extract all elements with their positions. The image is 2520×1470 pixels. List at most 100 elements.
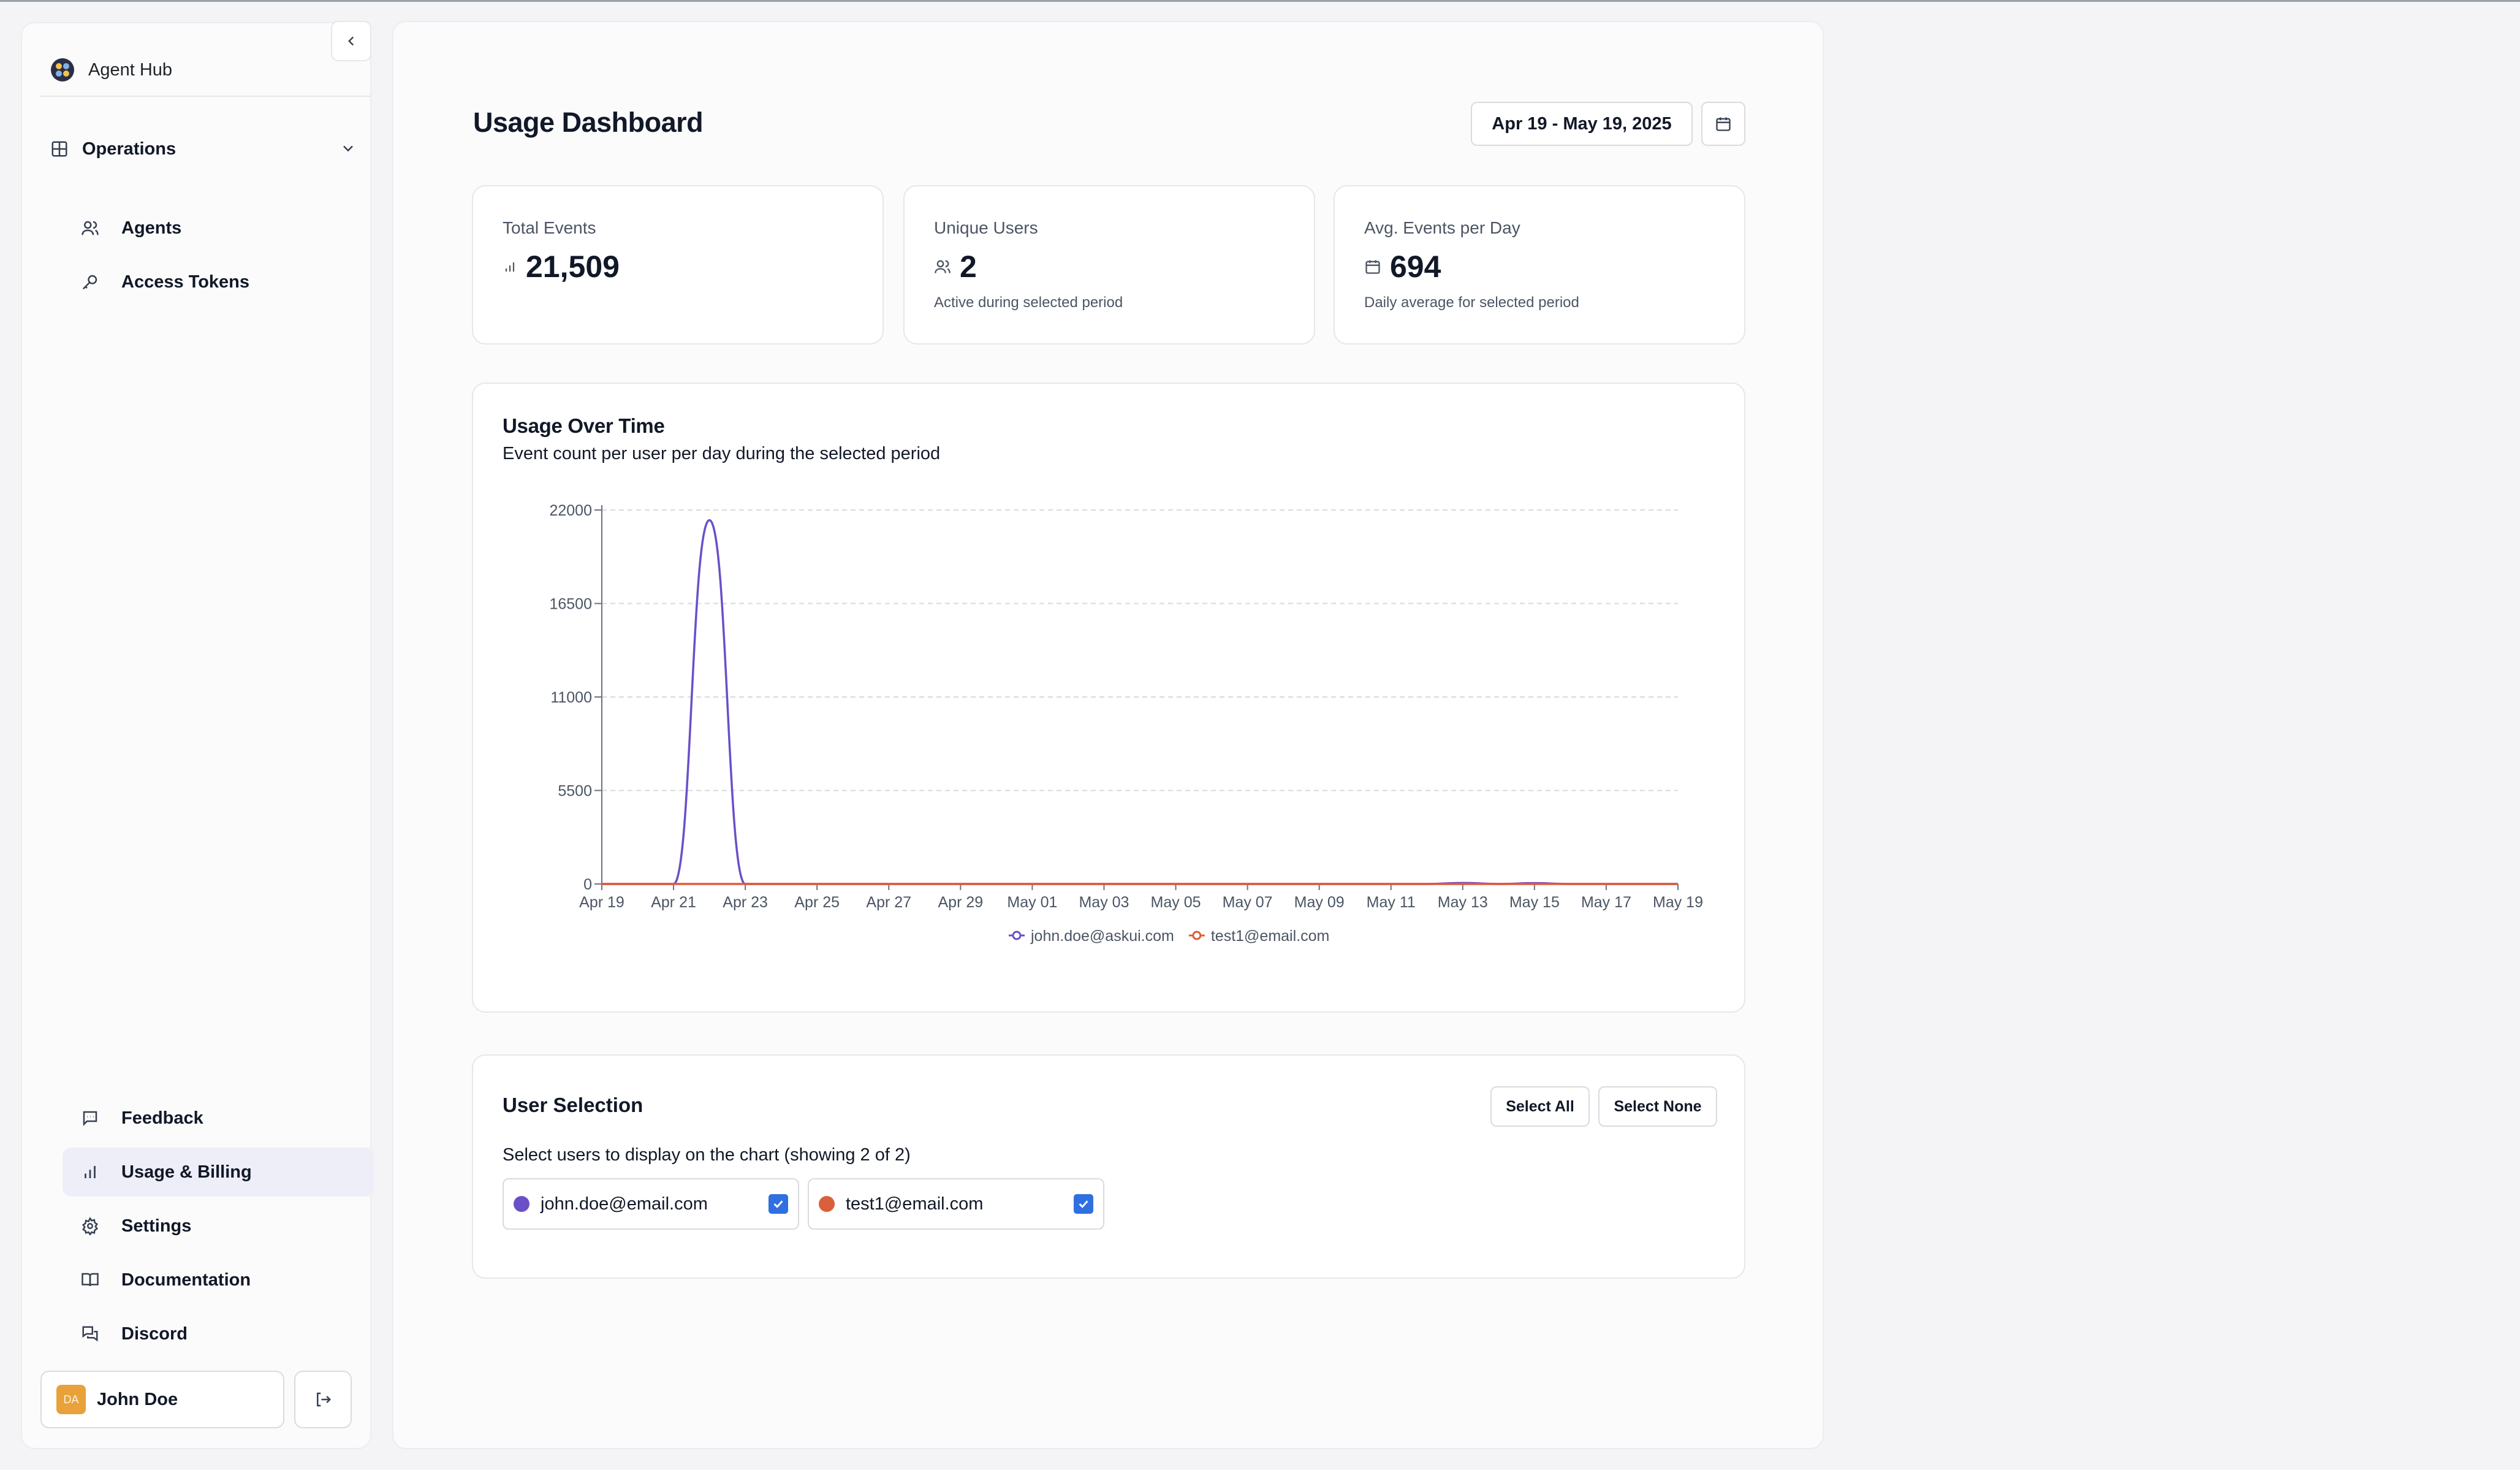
- stat-card-avg-events: Avg. Events per Day 694 Daily average fo…: [1334, 185, 1745, 345]
- x-tick-label: May 07: [1223, 894, 1273, 911]
- x-tick-label: May 13: [1438, 894, 1488, 911]
- brand[interactable]: Agent Hub: [50, 53, 172, 87]
- x-tick-label: May 01: [1007, 894, 1057, 911]
- calendar-button[interactable]: [1701, 102, 1745, 146]
- check-icon: [773, 1200, 783, 1208]
- x-tick-label: Apr 23: [723, 894, 768, 911]
- x-tick-label: Apr 19: [579, 894, 624, 911]
- stat-value: 694: [1390, 249, 1441, 284]
- chart-title: Usage Over Time: [503, 414, 665, 437]
- user-profile-button[interactable]: DA John Doe: [40, 1371, 284, 1428]
- stat-card-total-events: Total Events 21,509: [472, 185, 884, 345]
- legend-label: john.doe@askui.com: [1030, 927, 1174, 945]
- user-selection-card: User Selection Select All Select None Se…: [472, 1054, 1745, 1279]
- sidebar-item-label: Access Tokens: [121, 272, 250, 292]
- user-color-dot: [514, 1196, 529, 1212]
- sidebar: Agent Hub Operations Agents Access Token…: [21, 22, 374, 1449]
- x-tick-label: Apr 29: [938, 894, 983, 911]
- app-name: Agent Hub: [88, 59, 173, 80]
- user-checkbox[interactable]: [769, 1194, 788, 1214]
- sidebar-item-settings[interactable]: Settings: [63, 1202, 374, 1251]
- sidebar-item-label: Agents: [121, 218, 182, 238]
- stat-note: Active during selected period: [934, 294, 1123, 311]
- sidebar-item-label: Settings: [121, 1216, 192, 1236]
- select-all-button[interactable]: Select All: [1490, 1086, 1590, 1127]
- workspace-label: Operations: [82, 139, 176, 159]
- legend-marker-dot: [1192, 931, 1202, 940]
- sidebar-item-discord[interactable]: Discord: [63, 1309, 374, 1358]
- gear-icon: [63, 1217, 121, 1235]
- chat-icon: [63, 1325, 121, 1343]
- user-checkbox[interactable]: [1074, 1194, 1093, 1214]
- sidebar-item-agents[interactable]: Agents: [63, 204, 374, 253]
- x-tick-label: Apr 21: [651, 894, 696, 911]
- series-line-john: [602, 519, 1678, 885]
- window-top-border: [0, 0, 2520, 2]
- sidebar-item-access-tokens[interactable]: Access Tokens: [63, 257, 374, 307]
- y-tick-label: 16500: [549, 596, 592, 613]
- x-tick-label: May 03: [1079, 894, 1129, 911]
- y-tick-label: 11000: [550, 689, 592, 706]
- date-range-button[interactable]: Apr 19 - May 19, 2025: [1471, 102, 1693, 146]
- user-option-john[interactable]: john.doe@email.com: [503, 1178, 799, 1230]
- x-tick-label: May 17: [1581, 894, 1631, 911]
- page-title: Usage Dashboard: [473, 107, 704, 138]
- app-logo-icon: [51, 58, 74, 82]
- sidebar-item-usage-billing[interactable]: Usage & Billing: [63, 1148, 374, 1197]
- sidebar-item-documentation[interactable]: Documentation: [63, 1255, 374, 1304]
- x-tick-label: May 11: [1367, 894, 1416, 911]
- sidebar-item-label: Usage & Billing: [121, 1162, 252, 1182]
- check-icon: [1079, 1200, 1088, 1208]
- chevron-down-icon: [340, 140, 357, 160]
- main-panel: Usage Dashboard Apr 19 - May 19, 2025 To…: [392, 21, 1824, 1449]
- x-tick-label: May 15: [1509, 894, 1560, 911]
- user-email: test1@email.com: [846, 1194, 984, 1214]
- logout-icon: [317, 1392, 332, 1407]
- stat-title: Avg. Events per Day: [1364, 218, 1520, 237]
- select-none-button[interactable]: Select None: [1598, 1086, 1717, 1127]
- chart-subtitle: Event count per user per day during the …: [503, 444, 941, 463]
- bar-chart-icon: [505, 262, 515, 272]
- x-tick-label: Apr 27: [866, 894, 911, 911]
- book-icon: [63, 1271, 121, 1289]
- collapse-sidebar-button[interactable]: [331, 21, 371, 61]
- grid-icon: [50, 140, 75, 158]
- stat-card-unique-users: Unique Users 2 Active during selected pe…: [903, 185, 1315, 345]
- key-icon: [63, 273, 121, 291]
- calendar-icon: [1716, 117, 1731, 131]
- usage-line-chart: 0 5500 11000 16500 22000 Apr 19 Apr 21 Apr 23 Ap…: [549, 502, 1703, 945]
- user-email: john.doe@email.com: [541, 1194, 708, 1214]
- users-icon: [935, 260, 951, 273]
- legend-label: test1@email.com: [1211, 927, 1330, 945]
- x-tick-label: Apr 25: [794, 894, 840, 911]
- workspace-select[interactable]: Operations: [50, 129, 369, 169]
- section-title: User Selection: [503, 1094, 643, 1116]
- stat-title: Unique Users: [934, 218, 1038, 237]
- chevron-left-icon: [348, 36, 354, 46]
- legend-marker-dot: [1012, 931, 1022, 940]
- x-tick-label: May 09: [1294, 894, 1345, 911]
- x-tick-label: May 19: [1653, 894, 1703, 911]
- user-color-dot: [819, 1196, 835, 1212]
- stat-value: 2: [960, 249, 977, 284]
- sidebar-item-feedback[interactable]: Feedback: [63, 1094, 374, 1143]
- divider: [40, 96, 371, 97]
- y-tick-label: 5500: [558, 783, 592, 800]
- selection-description: Select users to display on the chart (sh…: [503, 1145, 911, 1165]
- usage-chart-card: Usage Over Time Event count per user per…: [472, 383, 1745, 1013]
- sidebar-item-label: Discord: [121, 1323, 188, 1344]
- user-option-test1[interactable]: test1@email.com: [808, 1178, 1104, 1230]
- avatar: DA: [56, 1385, 86, 1414]
- x-tick-label: May 05: [1151, 894, 1201, 911]
- y-tick-label: 22000: [549, 502, 592, 519]
- y-tick-label: 0: [583, 876, 592, 893]
- logout-button[interactable]: [294, 1371, 352, 1428]
- stat-note: Daily average for selected period: [1364, 294, 1579, 311]
- user-name: John Doe: [97, 1389, 178, 1409]
- stat-value: 21,509: [526, 249, 620, 284]
- sidebar-item-label: Documentation: [121, 1270, 251, 1290]
- calendar-icon: [1365, 260, 1380, 274]
- message-icon: [63, 1109, 121, 1127]
- stat-title: Total Events: [503, 218, 596, 237]
- sidebar-item-label: Feedback: [121, 1108, 203, 1128]
